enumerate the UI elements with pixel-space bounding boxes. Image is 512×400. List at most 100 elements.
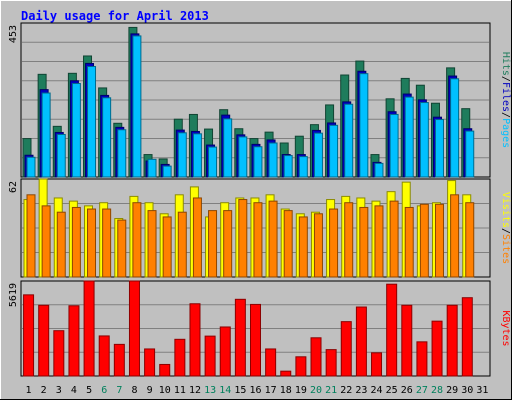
visits-y-max-label: 62 bbox=[8, 181, 19, 193]
visits-bar-sites-day-undefined bbox=[208, 210, 218, 278]
requests-bar-pages-day-9 bbox=[147, 158, 157, 178]
x-day-label: 25 bbox=[386, 385, 398, 396]
y-axis-labels: 453 62 5619 bbox=[8, 25, 19, 307]
visits-bar-sites-day-undefined bbox=[283, 210, 293, 278]
x-day-label: 26 bbox=[401, 385, 413, 396]
x-day-label: 20 bbox=[310, 385, 322, 396]
requests-bar-pages-day-26 bbox=[404, 96, 414, 178]
x-axis-day-labels: 1 2 3 4 5 6 7 8 9 10 11 12 13 14 15 16 17 18 19 20 21 22 23 24 2… bbox=[26, 385, 489, 396]
visits-bar-sites-day-undefined bbox=[238, 199, 248, 278]
kbytes-bar-kbytes-day-undefined bbox=[98, 335, 110, 377]
x-day-label: 6 bbox=[101, 385, 107, 396]
visits-bar-sites-day-undefined bbox=[56, 211, 66, 278]
visits-bar-sites-day-undefined bbox=[374, 205, 384, 278]
requests-bar-pages-day-24 bbox=[374, 162, 384, 178]
requests-bar-pages-day-13 bbox=[208, 146, 218, 178]
kbytes-bar-kbytes-day-undefined bbox=[38, 304, 50, 377]
visits-bar-sites-day-undefined bbox=[359, 206, 369, 278]
x-day-label: 13 bbox=[204, 385, 216, 396]
visits-bar-sites-day-undefined bbox=[147, 210, 157, 278]
requests-bar-pages-day-22 bbox=[344, 103, 354, 178]
x-day-label: 31 bbox=[476, 385, 488, 396]
visits-bar-sites-day-undefined bbox=[389, 200, 399, 278]
x-day-label: 29 bbox=[446, 385, 458, 396]
requests-bar-pages-day-1 bbox=[26, 156, 36, 178]
visits-bar-sites-day-undefined bbox=[465, 202, 475, 278]
kbytes-bar-kbytes-day-undefined bbox=[189, 303, 201, 377]
kbytes-y-max-label: 5619 bbox=[8, 283, 19, 307]
visits-bar-sites-day-undefined bbox=[298, 216, 308, 278]
visits-bar-sites-day-undefined bbox=[268, 200, 278, 278]
requests-bar-pages-day-6 bbox=[102, 97, 112, 178]
x-day-label: 1 bbox=[26, 385, 32, 396]
kbytes-bar-kbytes-day-undefined bbox=[83, 280, 95, 377]
visits-bar-sites-day-undefined bbox=[117, 219, 127, 278]
x-day-label: 8 bbox=[131, 385, 137, 396]
requests-bar-pages-day-28 bbox=[434, 119, 444, 178]
visits-bar-sites-day-undefined bbox=[313, 213, 323, 278]
x-day-label: 16 bbox=[249, 385, 261, 396]
kbytes-bar-kbytes-day-undefined bbox=[265, 348, 277, 377]
kbytes-bar-kbytes-day-undefined bbox=[401, 304, 413, 377]
chart-title: Daily usage for April 2013 bbox=[21, 9, 209, 23]
visits-legend: Visits/Sites bbox=[500, 192, 511, 264]
requests-bar-pages-day-12 bbox=[192, 133, 202, 178]
visits-bar-sites-day-undefined bbox=[71, 206, 81, 278]
kbytes-bar-kbytes-day-undefined bbox=[446, 304, 458, 377]
kbytes-bar-kbytes-day-undefined bbox=[68, 305, 80, 377]
visits-bar-sites-day-undefined bbox=[344, 202, 354, 278]
x-day-label: 9 bbox=[147, 385, 153, 396]
x-day-label: 23 bbox=[355, 385, 367, 396]
kbytes-bar-kbytes-day-undefined bbox=[355, 306, 367, 377]
x-day-label: 12 bbox=[189, 385, 201, 396]
requests-bar-pages-day-23 bbox=[359, 73, 369, 178]
x-day-label: 7 bbox=[116, 385, 122, 396]
visits-bar-sites-day-undefined bbox=[132, 202, 142, 278]
kbytes-bar-kbytes-day-undefined bbox=[113, 343, 125, 377]
visits-bar-sites-day-undefined bbox=[419, 203, 429, 278]
visits-bar-sites-day-undefined bbox=[450, 194, 460, 278]
x-day-label: 15 bbox=[234, 385, 246, 396]
x-day-label: 5 bbox=[86, 385, 92, 396]
x-day-label: 28 bbox=[431, 385, 443, 396]
kbytes-bar-kbytes-day-undefined bbox=[325, 349, 337, 377]
visits-bar-sites-day-undefined bbox=[192, 197, 202, 278]
requests-bar-pages-day-3 bbox=[56, 134, 66, 178]
visits-bar-sites-day-undefined bbox=[404, 206, 414, 278]
kbytes-bar-kbytes-day-undefined bbox=[23, 294, 35, 377]
requests-bar-pages-day-7 bbox=[117, 129, 127, 178]
visits-bar-sites-day-undefined bbox=[26, 194, 36, 278]
visits-bar-sites-day-undefined bbox=[41, 205, 51, 278]
panel-legends: Hits/Files/Pages Visits/Sites KBytes bbox=[500, 52, 511, 347]
kbytes-bar-kbytes-day-undefined bbox=[128, 280, 140, 377]
requests-bar-pages-day-17 bbox=[268, 142, 278, 178]
requests-bar-pages-day-16 bbox=[253, 146, 263, 178]
x-day-label: 11 bbox=[174, 385, 186, 396]
visits-bar-sites-day-undefined bbox=[253, 202, 263, 278]
requests-bar-pages-day-30 bbox=[465, 130, 475, 178]
x-day-label: 10 bbox=[159, 385, 171, 396]
kbytes-bar-kbytes-day-undefined bbox=[204, 335, 216, 377]
x-day-label: 2 bbox=[41, 385, 47, 396]
requests-bar-pages-day-29 bbox=[450, 78, 460, 178]
x-day-label: 17 bbox=[265, 385, 277, 396]
requests-bar-pages-day-8 bbox=[132, 35, 142, 178]
requests-bar-pages-day-19 bbox=[298, 156, 308, 178]
kbytes-bar-kbytes-day-undefined bbox=[250, 303, 261, 377]
visits-bar-sites-day-undefined bbox=[223, 210, 233, 278]
chart-bars bbox=[22, 26, 475, 377]
kbytes-bar-kbytes-day-undefined bbox=[416, 341, 428, 377]
kbytes-bar-kbytes-day-undefined bbox=[144, 348, 156, 377]
requests-bar-pages-day-10 bbox=[162, 165, 172, 178]
kbytes-legend: KBytes bbox=[500, 310, 511, 346]
requests-bar-pages-day-14 bbox=[223, 118, 233, 178]
x-day-label: 18 bbox=[280, 385, 292, 396]
visits-bar-sites-day-undefined bbox=[87, 208, 97, 278]
kbytes-bar-kbytes-day-undefined bbox=[159, 363, 171, 377]
visits-bar-sites-day-undefined bbox=[434, 203, 444, 278]
x-day-label: 22 bbox=[340, 385, 352, 396]
requests-legend: Hits/Files/Pages bbox=[500, 52, 511, 148]
kbytes-bar-kbytes-day-undefined bbox=[461, 297, 473, 377]
kbytes-bar-kbytes-day-undefined bbox=[234, 298, 246, 377]
requests-bar-pages-day-18 bbox=[283, 155, 293, 178]
